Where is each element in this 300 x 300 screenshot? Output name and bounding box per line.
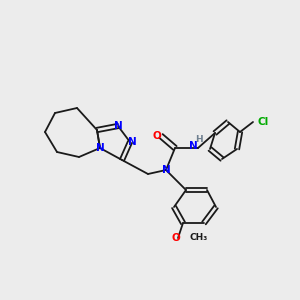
Text: N: N <box>162 165 170 175</box>
Text: O: O <box>172 233 180 243</box>
Text: CH₃: CH₃ <box>190 233 208 242</box>
Text: H: H <box>195 136 203 145</box>
Text: Cl: Cl <box>257 117 268 127</box>
Text: O: O <box>153 131 161 141</box>
Text: N: N <box>189 141 197 151</box>
Text: N: N <box>114 121 122 131</box>
Text: N: N <box>128 137 136 147</box>
Text: N: N <box>96 143 104 153</box>
